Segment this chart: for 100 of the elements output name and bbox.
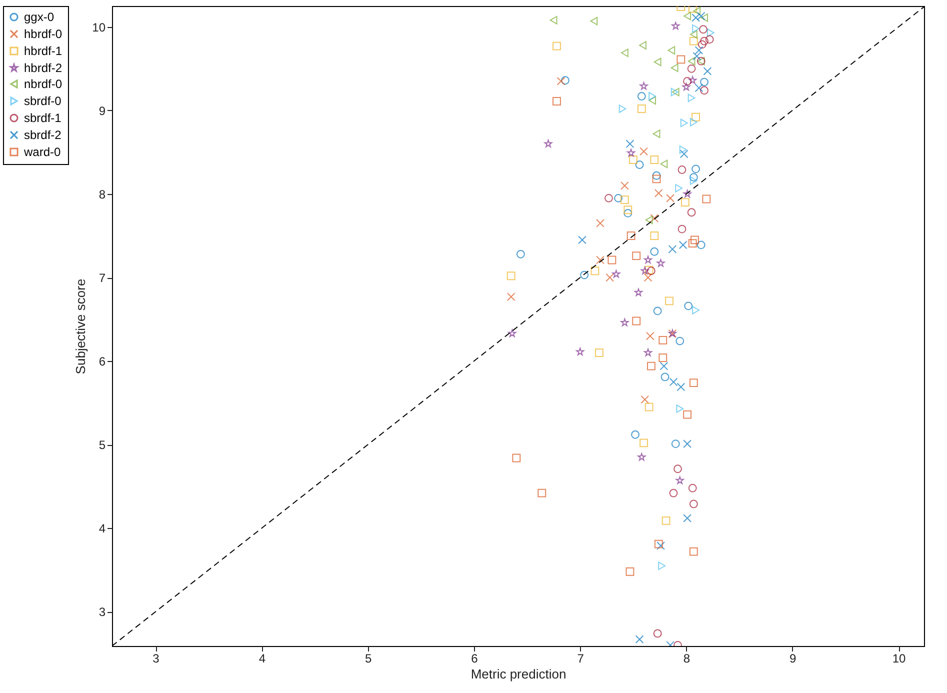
point bbox=[676, 382, 686, 392]
y-tick-label: 6 bbox=[98, 354, 106, 369]
legend-label: hbrdf-2 bbox=[24, 61, 62, 75]
point bbox=[626, 140, 634, 148]
point bbox=[647, 362, 656, 370]
point bbox=[596, 219, 604, 228]
point bbox=[626, 567, 634, 576]
legend-label: ward-0 bbox=[23, 145, 62, 159]
point bbox=[688, 76, 697, 84]
point bbox=[687, 64, 696, 73]
point bbox=[692, 112, 700, 122]
point bbox=[684, 12, 692, 20]
point bbox=[675, 184, 683, 192]
point bbox=[654, 188, 663, 198]
x-tick-label: 3 bbox=[152, 652, 160, 666]
point bbox=[624, 206, 632, 214]
point bbox=[688, 239, 697, 248]
point bbox=[702, 194, 711, 204]
point bbox=[646, 332, 654, 340]
x-axis-title: Metric prediction bbox=[470, 666, 566, 682]
y-tick-label: 3 bbox=[98, 605, 106, 620]
point bbox=[544, 140, 552, 148]
point bbox=[696, 240, 706, 250]
legend-label: nbrdf-0 bbox=[24, 77, 62, 91]
point bbox=[594, 348, 604, 357]
point bbox=[644, 402, 654, 412]
point bbox=[683, 76, 692, 86]
point bbox=[612, 270, 620, 278]
point bbox=[683, 410, 692, 419]
point bbox=[700, 86, 708, 95]
point bbox=[658, 354, 668, 362]
point bbox=[700, 78, 708, 86]
point bbox=[639, 41, 646, 50]
point bbox=[703, 66, 712, 76]
point bbox=[620, 48, 628, 57]
point bbox=[631, 430, 640, 439]
point bbox=[654, 58, 662, 66]
point bbox=[660, 160, 668, 168]
point bbox=[680, 118, 688, 128]
y-axis-title: Subjective score bbox=[73, 278, 88, 374]
point bbox=[606, 273, 614, 282]
point bbox=[635, 160, 644, 169]
point bbox=[689, 173, 698, 182]
point bbox=[690, 118, 698, 126]
point bbox=[688, 94, 696, 102]
point bbox=[679, 146, 687, 154]
point bbox=[656, 542, 665, 550]
point bbox=[624, 209, 632, 218]
point bbox=[690, 236, 699, 244]
point bbox=[628, 156, 638, 164]
y-tick-label: 8 bbox=[98, 187, 106, 202]
point bbox=[578, 236, 586, 244]
legend-label: ggx-0 bbox=[24, 10, 54, 24]
point bbox=[650, 232, 659, 240]
point bbox=[552, 97, 561, 106]
point bbox=[682, 82, 690, 91]
point bbox=[669, 488, 678, 498]
y-tick-label: 4 bbox=[98, 522, 106, 536]
y-tick-label: 10 bbox=[92, 20, 106, 34]
point bbox=[635, 635, 644, 644]
point bbox=[512, 454, 521, 462]
point bbox=[690, 176, 698, 185]
y-tick-label: 5 bbox=[98, 438, 106, 452]
point bbox=[652, 130, 660, 138]
point bbox=[648, 96, 656, 105]
point bbox=[590, 16, 598, 26]
point bbox=[692, 52, 702, 60]
legend-label: sbrdf-1 bbox=[24, 111, 62, 125]
point bbox=[700, 36, 708, 46]
point bbox=[604, 194, 613, 202]
x-tick-label: 5 bbox=[364, 652, 372, 666]
point bbox=[665, 296, 674, 306]
point bbox=[683, 440, 692, 448]
point bbox=[676, 55, 686, 64]
point bbox=[662, 516, 670, 525]
legend-label: hbrdf-0 bbox=[24, 27, 62, 41]
point bbox=[506, 272, 516, 280]
point bbox=[618, 104, 626, 113]
point bbox=[652, 174, 661, 184]
point bbox=[689, 547, 698, 556]
legend-label: sbrdf-2 bbox=[24, 128, 62, 142]
point bbox=[620, 181, 629, 190]
point bbox=[596, 256, 604, 264]
point bbox=[638, 452, 646, 461]
point bbox=[506, 292, 516, 301]
point bbox=[608, 256, 616, 264]
point bbox=[670, 64, 678, 72]
point bbox=[688, 56, 696, 66]
point bbox=[644, 266, 654, 274]
point bbox=[680, 198, 690, 207]
point bbox=[637, 104, 646, 113]
point bbox=[640, 147, 648, 156]
point bbox=[556, 76, 566, 86]
point bbox=[654, 540, 663, 548]
point bbox=[644, 273, 652, 282]
x-tick-label: 6 bbox=[471, 652, 478, 666]
point bbox=[647, 266, 656, 276]
point bbox=[650, 156, 659, 164]
point bbox=[671, 440, 680, 448]
point bbox=[648, 92, 656, 100]
